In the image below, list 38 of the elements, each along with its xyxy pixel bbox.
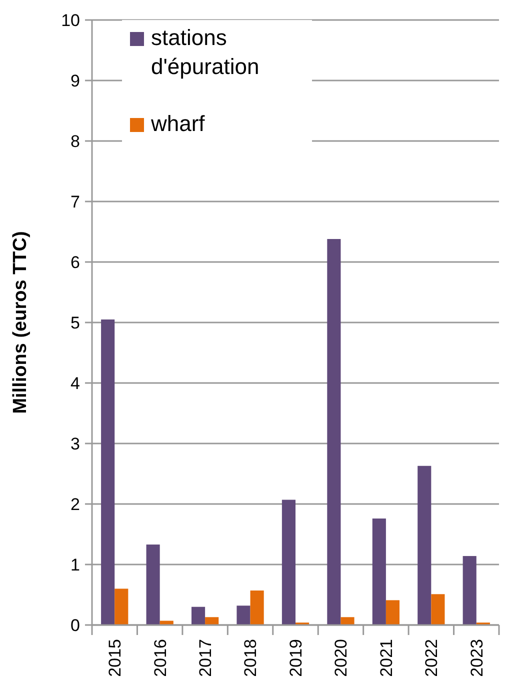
y-tick-label: 8 (70, 132, 80, 151)
bar (327, 239, 341, 625)
y-tick-label: 1 (70, 555, 80, 574)
y-tick-label: 0 (70, 616, 80, 635)
x-tick-label: 2015 (106, 639, 125, 677)
bar (431, 594, 445, 625)
y-tick-label: 4 (70, 374, 80, 393)
bar (250, 590, 264, 625)
bar (236, 606, 250, 625)
bar (101, 319, 115, 625)
legend-label: stations d'épuration (151, 25, 260, 79)
x-tick-label: 2023 (467, 639, 486, 677)
y-tick-label: 3 (70, 434, 80, 454)
bar (191, 606, 206, 625)
legend-label: wharf (150, 111, 206, 136)
bar (462, 556, 476, 625)
y-tick-label: 6 (70, 252, 80, 272)
x-tick-label: 2019 (286, 639, 306, 677)
bar (205, 617, 219, 625)
x-tick-label: 2021 (376, 639, 396, 677)
x-tick-label: 2016 (150, 639, 170, 677)
bar (418, 466, 432, 625)
bar (114, 588, 128, 625)
x-tick-label: 2020 (332, 639, 351, 677)
x-tick-label: 2022 (422, 639, 442, 677)
y-tick-label: 9 (70, 71, 80, 90)
y-axis-title: Millions (euros TTC) (10, 231, 31, 414)
y-tick-label: 2 (70, 494, 80, 514)
y-tick-label: 7 (70, 192, 80, 212)
bar (372, 518, 386, 625)
bar (386, 600, 400, 625)
y-tick-label: 10 (61, 10, 80, 30)
y-tick-label: 5 (70, 313, 80, 332)
bar (282, 500, 296, 625)
bar (340, 617, 354, 625)
x-tick-label: 2017 (196, 639, 216, 677)
x-tick-label: 2018 (241, 639, 260, 677)
bar (146, 544, 160, 625)
